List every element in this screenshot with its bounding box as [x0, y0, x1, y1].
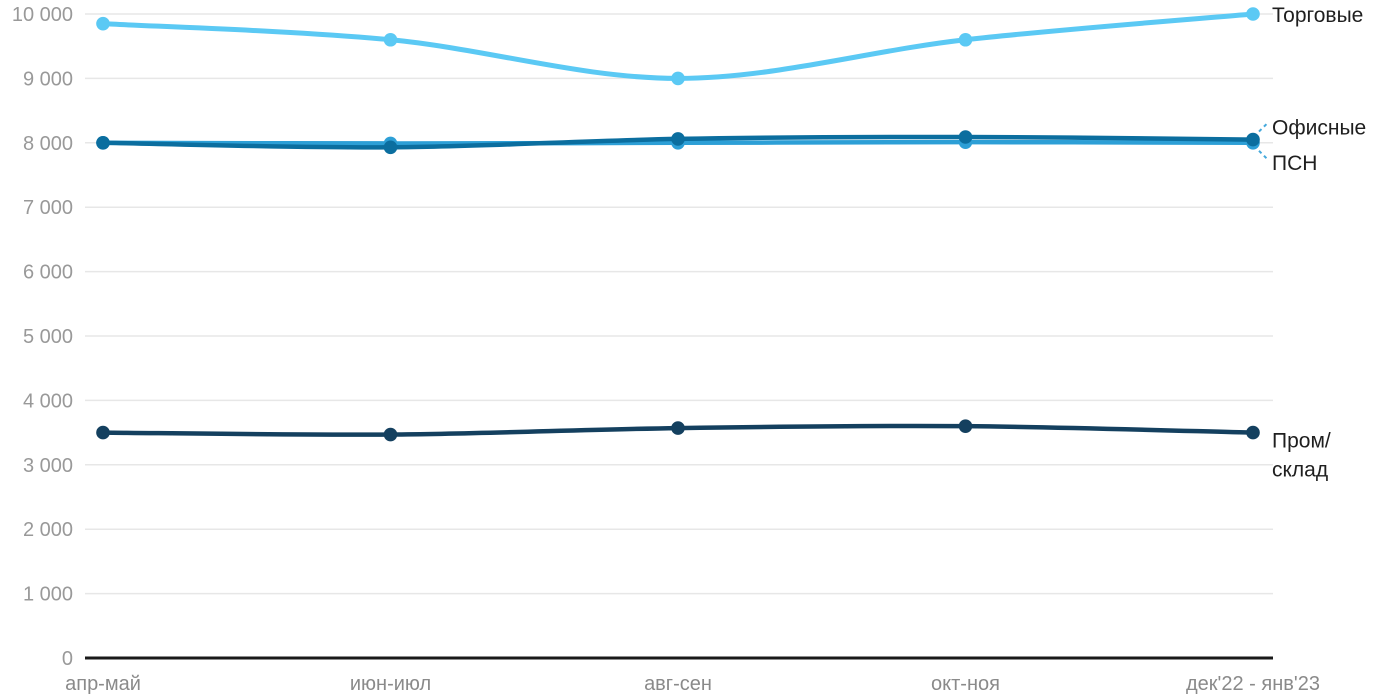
y-tick-label: 5 000 — [23, 326, 73, 348]
x-tick-label: окт-ноя — [931, 673, 1000, 695]
x-tick-label: дек'22 - янв'23 — [1186, 673, 1320, 695]
series-lines — [96, 7, 1260, 442]
series-label: Пром/ — [1272, 430, 1331, 453]
label-connector — [1258, 121, 1269, 133]
y-tick-label: 7 000 — [23, 197, 73, 219]
series-point — [383, 427, 398, 442]
y-tick-label: 4 000 — [23, 390, 73, 412]
y-axis-labels: 0 1 000 2 000 3 000 4 000 5 000 6 000 7 000 8 00… — [12, 4, 73, 670]
series-point — [1246, 7, 1260, 21]
series-point — [671, 421, 685, 435]
series-point — [958, 419, 973, 433]
series-point — [96, 136, 110, 150]
series-point — [96, 16, 110, 31]
x-tick-label: авг-сен — [644, 673, 712, 695]
series-point — [383, 32, 398, 47]
y-tick-label: 0 — [62, 648, 73, 670]
x-tick-label: июн-июл — [350, 673, 431, 695]
series-point — [958, 130, 973, 144]
series-point — [1246, 425, 1260, 440]
y-tick-label: 9 000 — [23, 68, 73, 90]
series-point — [383, 140, 398, 155]
x-tick-label: апр-май — [65, 673, 141, 695]
gridlines — [85, 13, 1273, 660]
series-point — [1246, 132, 1260, 147]
y-tick-label: 10 000 — [12, 4, 73, 26]
x-axis-labels: апр-май июн-июл авг-сен окт-ноя дек'22 - янв… — [65, 673, 1320, 695]
series-point — [958, 32, 973, 47]
series-line — [100, 11, 1256, 81]
y-tick-label: 1 000 — [23, 584, 73, 606]
series-point — [671, 132, 685, 146]
y-tick-label: 6 000 — [23, 262, 73, 284]
series-label: Офисные — [1272, 117, 1366, 140]
series-label: Торговые — [1272, 4, 1363, 27]
series-point — [671, 71, 685, 86]
label-connector — [1258, 150, 1269, 161]
series-end-labels: Торговые Офисные ПСН Пром/склад — [1258, 4, 1366, 482]
series-label: склад — [1272, 459, 1328, 482]
series-point — [96, 425, 110, 440]
series-label: ПСН — [1272, 152, 1317, 175]
y-tick-label: 3 000 — [23, 455, 73, 477]
y-tick-label: 2 000 — [23, 519, 73, 541]
y-tick-label: 8 000 — [23, 133, 73, 155]
